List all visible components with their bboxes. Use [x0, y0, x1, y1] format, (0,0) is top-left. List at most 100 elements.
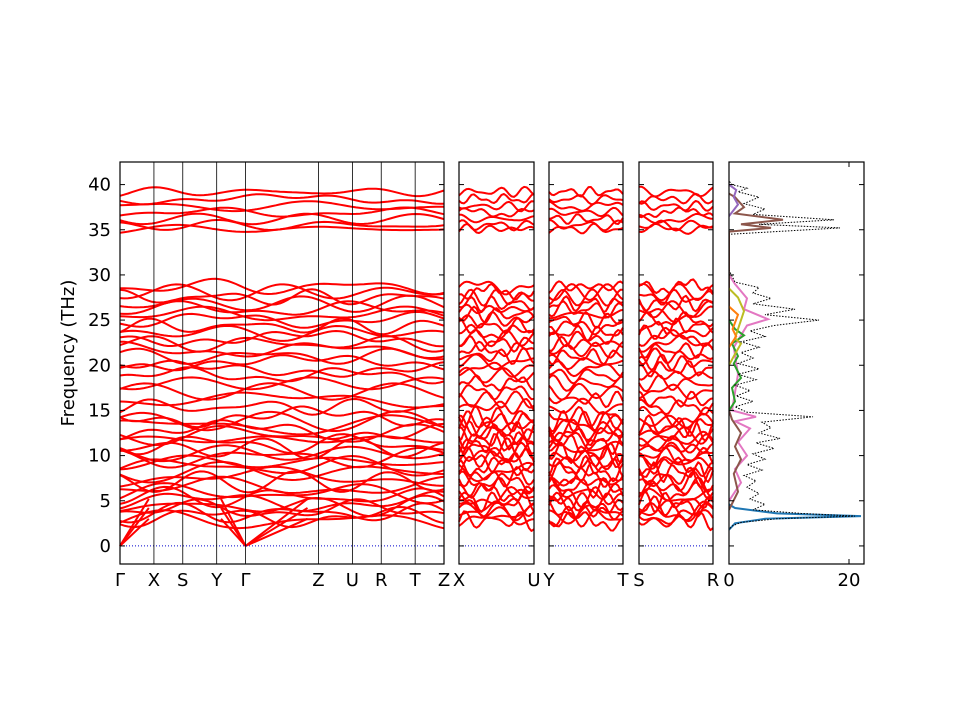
band-0-34: [119, 330, 445, 348]
band-3-10: [638, 466, 714, 489]
band-3-44: [638, 222, 714, 235]
band-0-23: [119, 405, 445, 429]
band-3-38: [638, 305, 714, 323]
band-1-15: [458, 441, 535, 464]
band-frame-2: [548, 161, 624, 565]
band-2-18: [548, 427, 624, 451]
band-1-39: [458, 303, 535, 315]
band-3-25: [638, 390, 714, 408]
band-1-12: [458, 456, 535, 477]
band-0-8: [119, 475, 445, 494]
band-3-34: [638, 329, 714, 348]
kpoint-label-3-0: S: [633, 570, 644, 591]
band-0-12: [119, 455, 445, 477]
band-1-49: [458, 192, 535, 205]
band-1-27: [458, 374, 535, 392]
kpoint-label-1-0: X: [453, 570, 465, 591]
band-3-39: [638, 300, 714, 319]
band-3-6: [638, 487, 714, 502]
ytick-label-4: 20: [88, 355, 111, 376]
band-3-15: [638, 441, 714, 462]
dos-plot: [729, 162, 862, 564]
band-3-17: [638, 433, 714, 454]
band-3-5: [638, 491, 714, 513]
band-0-38: [119, 305, 445, 322]
band-3-45: [638, 219, 714, 232]
kpoint-label-0-1: X: [148, 570, 160, 591]
band-0-1: [119, 506, 445, 529]
band-2-35: [548, 324, 624, 342]
band-0-32: [120, 340, 445, 359]
band-2-12: [548, 454, 624, 478]
band-2-16: [548, 439, 624, 453]
band-3-37: [638, 311, 714, 328]
band-1-31: [458, 347, 535, 365]
ytick-label-5: 25: [88, 310, 111, 331]
dos-xtick-label-0: 0: [723, 570, 734, 591]
band-1-48: [458, 200, 535, 213]
band-3-47: [638, 206, 714, 219]
band-3-27: [638, 374, 714, 393]
band-frame-1: [458, 161, 535, 565]
band-1-7: [458, 481, 535, 502]
y-axis-label: Frequency (THz): [58, 280, 79, 427]
band-0-45: [119, 219, 445, 231]
band-1-16: [458, 437, 535, 459]
band-frame-0: [119, 161, 445, 565]
band-2-45: [548, 219, 624, 232]
band-1-21: [458, 414, 535, 437]
band-0-36: [119, 317, 445, 336]
band-panel-3: [548, 186, 624, 547]
band-1-43: [458, 280, 535, 296]
band-2-50: [548, 186, 624, 198]
band-3-40: [638, 294, 714, 313]
dos-xtick-label-1: 20: [838, 570, 861, 591]
band-0-48: [119, 200, 444, 213]
acoustic-right-4-0: [245, 517, 308, 547]
ytick-label-7: 35: [88, 220, 111, 241]
band-3-36: [639, 317, 714, 335]
dos-partial-3: [729, 319, 746, 411]
band-1-30: [458, 353, 535, 371]
band-2-41: [548, 288, 624, 307]
band-1-36: [458, 317, 535, 335]
band-1-40: [458, 295, 535, 313]
kpoint-label-0-9: Z: [438, 570, 450, 591]
band-2-27: [548, 374, 624, 392]
band-2-47: [548, 206, 624, 218]
band-2-4: [548, 495, 624, 518]
band-0-46: [119, 212, 445, 226]
band-1-23: [458, 405, 535, 428]
band-2-23: [548, 406, 624, 428]
band-2-36: [548, 318, 624, 336]
band-3-35: [638, 324, 714, 340]
band-frame-3: [638, 161, 714, 565]
band-2-49: [548, 194, 624, 206]
kpoint-label-3-1: R: [707, 570, 720, 591]
band-0-50: [119, 186, 445, 198]
band-1-13: [458, 452, 535, 474]
band-1-45: [458, 219, 535, 232]
band-2-43: [548, 280, 624, 294]
band-1-42: [458, 283, 535, 301]
band-3-26: [638, 383, 714, 400]
kpoint-label-0-5: Z: [312, 570, 324, 591]
dos-total: [729, 162, 856, 564]
band-panel-4: [638, 185, 714, 547]
acoustic-right-4-2: [244, 498, 309, 547]
band-0-20: [119, 419, 445, 441]
band-0-19: [119, 423, 445, 446]
band-0-42: [119, 283, 445, 302]
ytick-label-0: 0: [100, 536, 111, 557]
band-2-48: [548, 200, 624, 212]
band-0-13: [119, 454, 445, 471]
band-0-49: [119, 193, 445, 206]
band-3-30: [638, 353, 714, 372]
ytick-label-1: 5: [100, 491, 111, 512]
band-0-4: [119, 494, 445, 518]
band-0-14: [119, 446, 445, 469]
band-2-6: [548, 486, 624, 509]
